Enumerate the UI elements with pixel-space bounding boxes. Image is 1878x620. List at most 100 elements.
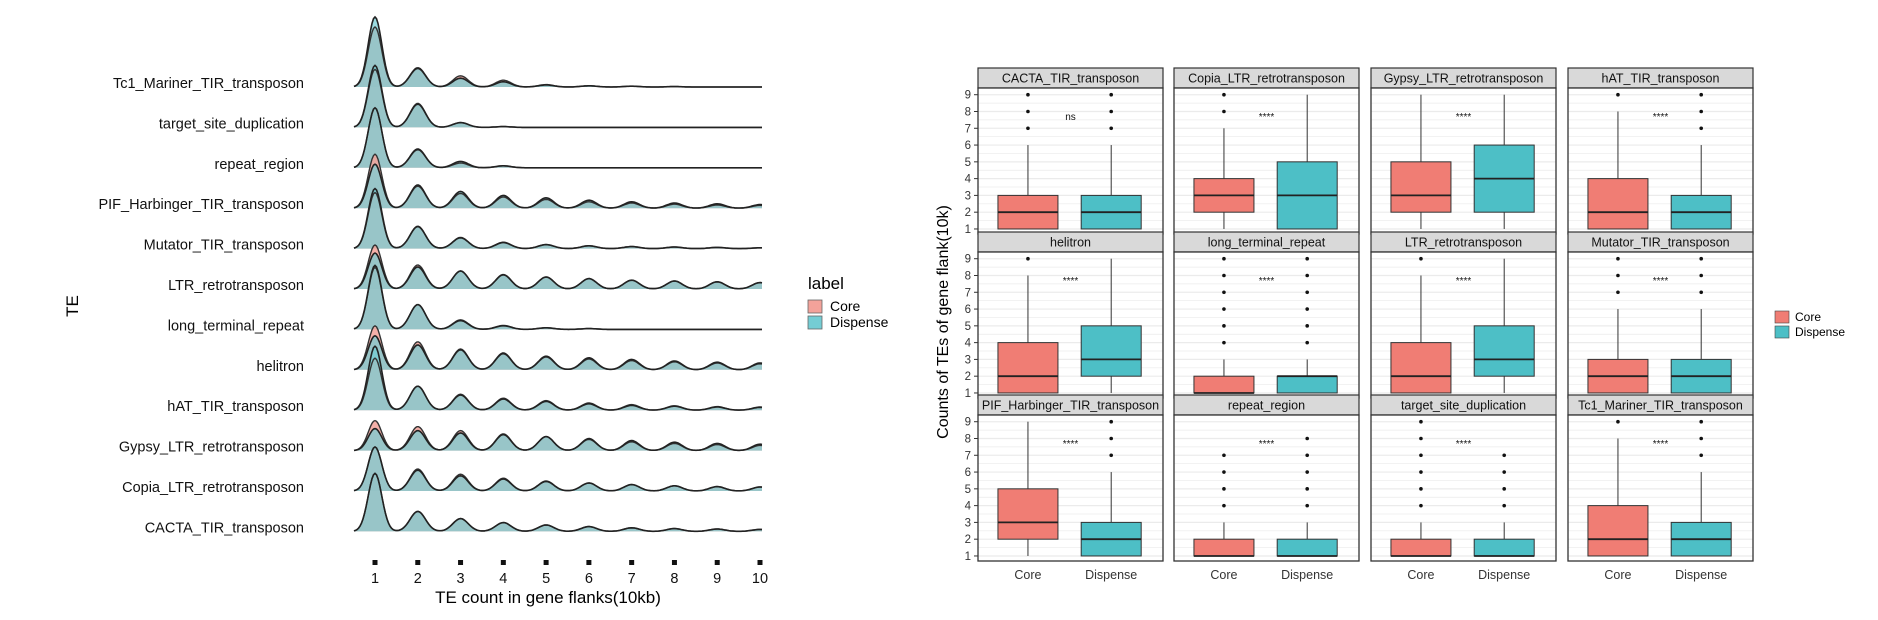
box-outlier-dispense [1502, 470, 1506, 474]
ridge-area-dispense [354, 17, 762, 87]
box-outlier-dispense [1699, 109, 1703, 114]
box-outlier-core [1616, 256, 1620, 261]
ridge-row-label: hAT_TIR_transposon [167, 399, 304, 415]
ridge-x-tick-label: 10 [752, 571, 768, 587]
ridge-row [353, 472, 763, 533]
box-outlier-core [1419, 487, 1423, 491]
facet-y-tick-label: 2 [965, 207, 971, 219]
box-legend-key-core [1774, 310, 1790, 324]
facet-y-tick-label: 7 [965, 287, 971, 299]
box-outlier-core [1222, 307, 1226, 311]
box-dispense [1473, 538, 1535, 557]
facet-y-tick-label: 8 [965, 433, 971, 445]
ridge-x-tick-label: 5 [542, 571, 550, 587]
ridge-row-label: Tc1_Mariner_TIR_transposon [113, 76, 304, 92]
ridge-row [353, 345, 763, 411]
box-outlier-dispense [1502, 453, 1506, 458]
ridge-row [353, 106, 762, 169]
facet-panel: Tc1_Mariner_TIR_transposon **** Core Dispen… [1567, 394, 1754, 582]
facet-title: long_terminal_repeat [1208, 236, 1326, 250]
box-core [1193, 538, 1255, 557]
ridge-row [353, 244, 763, 290]
box-outlier-core [1222, 92, 1226, 97]
box-outlier-dispense [1699, 290, 1703, 295]
box-outlier-dispense [1109, 436, 1113, 441]
box-dispense [1080, 325, 1142, 377]
box-outlier-core [1419, 470, 1423, 474]
ridge-row-label: LTR_retrotransposon [168, 278, 304, 294]
ridge-x-tick-label: 3 [457, 571, 465, 587]
box-dispense [1276, 375, 1338, 394]
box-core [997, 342, 1059, 394]
box-outlier-dispense [1305, 470, 1309, 474]
box-outlier-core [1419, 419, 1423, 424]
facet-panel: hAT_TIR_transposon **** [1567, 67, 1754, 235]
box-outlier-dispense [1109, 419, 1113, 424]
facet-panel: Gypsy_LTR_retrotransposon **** [1370, 67, 1557, 235]
ridge-line-dispense [353, 187, 762, 250]
ridge-line-dispense [353, 345, 763, 411]
ridge-x-tick [500, 560, 506, 565]
facet-y-tick-label: 4 [965, 501, 972, 513]
box-outlier-core [1222, 290, 1226, 295]
ridge-row-label: Copia_LTR_retrotransposon [122, 480, 304, 496]
box-legend: Core Dispense [1774, 310, 1845, 339]
facet-y-tick-label: 5 [965, 484, 971, 496]
facet-y-tick-label: 5 [965, 157, 971, 169]
ridge-area-dispense [354, 253, 762, 289]
box-outlier-dispense [1305, 256, 1309, 261]
box-legend-label-core: Core [1795, 310, 1821, 324]
ridge-x-axis-title: TE count in gene flanks(10kb) [435, 588, 661, 607]
box-core [1193, 375, 1255, 394]
box-outlier-dispense [1305, 503, 1309, 508]
ridge-row [353, 419, 763, 452]
ridge-legend: label Core Dispense [807, 274, 889, 330]
facet-plot-area [1174, 415, 1359, 561]
ridge-x-tick-label: 6 [585, 571, 593, 587]
facet-y-tick-label: 9 [965, 90, 971, 102]
facet-y-tick-label: 6 [965, 304, 971, 316]
facet-panel: CACTA_TIR_transposon 1 2 3 4 5 6 7 8 9 ns [965, 67, 1164, 236]
box-outlier-core [1026, 92, 1030, 97]
facet-significance: **** [1456, 112, 1472, 123]
box-core [1390, 342, 1452, 394]
box-outlier-core [1419, 436, 1423, 441]
facet-title: CACTA_TIR_transposon [1002, 72, 1139, 86]
facet-significance: **** [1063, 439, 1079, 450]
box-outlier-core [1222, 273, 1226, 278]
box-outlier-core [1222, 324, 1226, 328]
box-outlier-core [1616, 273, 1620, 278]
boxplot-chart: CACTA_TIR_transposon 1 2 3 4 5 6 7 8 9 ns Copia_LTR… [935, 67, 1845, 582]
ridge-line-dispense [353, 264, 762, 331]
facet-x-label: Dispense [1281, 568, 1333, 582]
facet-title: Mutator_TIR_transposon [1591, 236, 1729, 250]
box-outlier-core [1222, 256, 1226, 261]
ridge-row [353, 324, 763, 371]
box-outlier-core [1419, 256, 1423, 261]
facet-x-label: Core [1014, 568, 1041, 582]
box-outlier-core [1026, 256, 1030, 261]
facet-title: PIF_Harbinger_TIR_transposon [982, 399, 1159, 413]
box-core [1587, 505, 1649, 557]
facet-panel: PIF_Harbinger_TIR_transposon 1 2 3 4 5 6 7 8 9 ***… [965, 394, 1164, 582]
ridge-x-tick [714, 560, 720, 565]
ridge-x-tick-label: 2 [414, 571, 422, 587]
box-core [1390, 161, 1452, 213]
ridge-row-label: target_site_duplication [159, 116, 304, 132]
ridge-line-dispense [353, 64, 762, 129]
box-outlier-dispense [1699, 453, 1703, 458]
box-outlier-dispense [1305, 487, 1309, 491]
facet-y-tick-label: 9 [965, 417, 971, 429]
facet-y-tick-label: 7 [965, 123, 971, 135]
ridge-x-tick [372, 560, 378, 565]
ridge-x-tick-label: 9 [713, 571, 721, 587]
facet-significance: **** [1456, 276, 1472, 287]
ridge-legend-title: label [808, 274, 844, 293]
facet-y-tick-label: 3 [965, 517, 971, 529]
box-core [997, 488, 1059, 540]
facet-y-tick-label: 4 [965, 338, 972, 350]
box-outlier-dispense [1699, 273, 1703, 278]
box-outlier-dispense [1305, 340, 1309, 345]
box-outlier-dispense [1502, 487, 1506, 491]
